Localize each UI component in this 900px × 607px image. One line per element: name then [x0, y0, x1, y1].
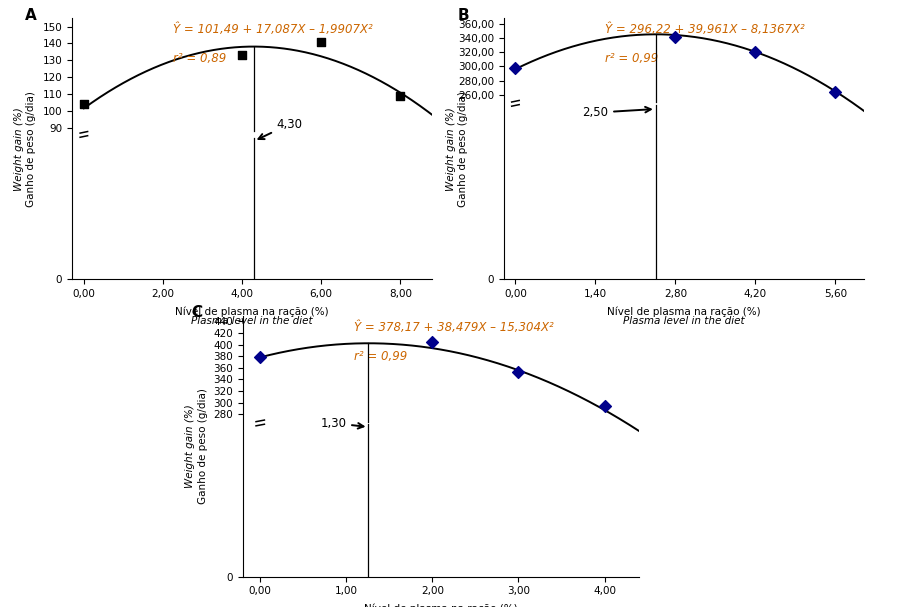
Text: Plasma level in the diet: Plasma level in the diet [623, 316, 745, 325]
Text: r² = 0,89: r² = 0,89 [173, 52, 226, 65]
Point [425, 337, 439, 347]
Point [235, 50, 249, 60]
Text: Nível de plasma na ração (%): Nível de plasma na ração (%) [608, 307, 760, 317]
Text: Nível de plasma na ração (%): Nível de plasma na ração (%) [176, 307, 328, 317]
Point [76, 99, 91, 109]
Text: Ŷ = 101,49 + 17,087X – 1,9907X²: Ŷ = 101,49 + 17,087X – 1,9907X² [173, 24, 373, 36]
Point [511, 368, 526, 378]
Text: r² = 0,99: r² = 0,99 [354, 350, 407, 362]
Text: A: A [25, 8, 37, 23]
Text: Plasma level in the diet: Plasma level in the diet [191, 316, 313, 325]
Point [393, 91, 408, 101]
Text: Ganho de peso (g/dia): Ganho de peso (g/dia) [197, 388, 208, 504]
Point [598, 401, 612, 410]
Text: r² = 0,99: r² = 0,99 [605, 52, 658, 65]
Text: Ganho de peso (g/dia): Ganho de peso (g/dia) [26, 91, 37, 206]
Text: 1,30: 1,30 [320, 416, 364, 430]
Point [668, 32, 682, 41]
Text: Ŷ = 296,22 + 39,961X – 8,1367X²: Ŷ = 296,22 + 39,961X – 8,1367X² [605, 24, 805, 36]
Point [828, 87, 842, 97]
Text: Nível de plasma na ração (%): Nível de plasma na ração (%) [364, 604, 518, 607]
Text: 4,30: 4,30 [258, 118, 302, 139]
Text: Ganho de peso (g/dia): Ganho de peso (g/dia) [458, 91, 469, 206]
Point [508, 63, 523, 73]
Point [253, 352, 267, 362]
Text: Weight gain (%): Weight gain (%) [14, 107, 24, 191]
Point [314, 37, 328, 47]
Text: C: C [192, 305, 202, 320]
Text: Ŷ = 378,17 + 38,479X – 15,304X²: Ŷ = 378,17 + 38,479X – 15,304X² [354, 321, 554, 334]
Text: Weight gain (%): Weight gain (%) [446, 107, 456, 191]
Text: Weight gain (%): Weight gain (%) [184, 404, 195, 488]
Text: 2,50: 2,50 [582, 106, 651, 119]
Point [748, 47, 762, 56]
Text: B: B [457, 8, 469, 23]
